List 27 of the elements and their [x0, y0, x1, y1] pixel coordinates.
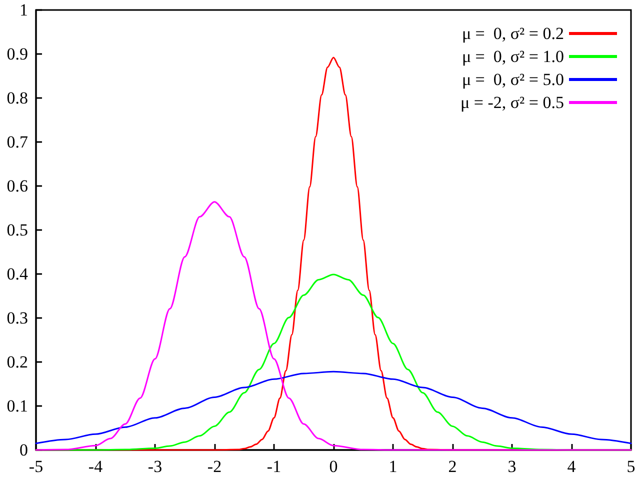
legend-label: μ = -2, σ² = 0.5: [460, 93, 564, 112]
x-tick-label: 1: [388, 457, 398, 476]
x-tick-label: -3: [148, 457, 162, 476]
x-tick-label: -2: [207, 457, 222, 476]
y-tick-label: 0.4: [6, 264, 28, 284]
y-tick-label: 1: [20, 0, 28, 20]
x-tick-label: 2: [448, 457, 457, 476]
y-tick-label: 0.3: [6, 308, 28, 328]
legend-label: μ = 0, σ² = 0.2: [462, 24, 564, 43]
x-tick-label: -1: [266, 457, 282, 476]
y-tick-label: 0: [20, 440, 28, 460]
y-tick-label: 0.6: [6, 176, 28, 196]
legend-label: μ = 0, σ² = 5.0: [462, 70, 564, 89]
x-tick-label: 3: [508, 457, 516, 476]
y-tick-label: 0.5: [6, 220, 28, 240]
y-tick-label: 0.1: [6, 396, 28, 416]
x-tick-label: -4: [88, 457, 104, 476]
x-tick-label: 5: [626, 457, 636, 476]
x-tick-label: -5: [28, 457, 44, 476]
y-tick-label: 0.2: [6, 352, 28, 372]
y-tick-label: 0.8: [6, 88, 28, 108]
x-tick-label: 4: [567, 457, 576, 476]
y-tick-label: 0.7: [6, 132, 28, 152]
y-tick-label: 0.9: [6, 44, 28, 64]
x-tick-label: 0: [329, 457, 338, 476]
legend-label: μ = 0, σ² = 1.0: [462, 47, 564, 66]
line-series: [35, 370, 632, 444]
